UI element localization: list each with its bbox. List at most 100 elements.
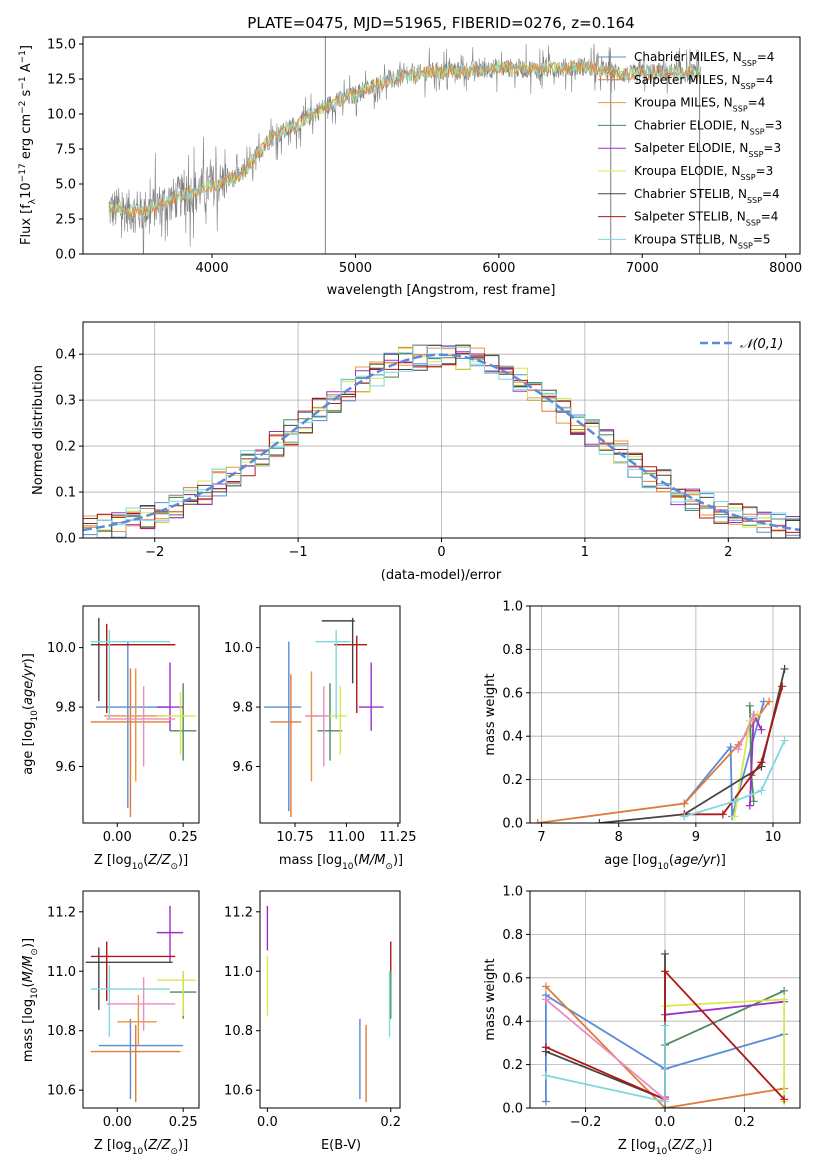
- weight-line: [684, 740, 786, 818]
- y-tick-label: 0.6: [502, 686, 523, 701]
- y-tick-label: 0.0: [502, 1102, 523, 1117]
- legend-label: 𝒩(0,1): [740, 337, 783, 352]
- weight-marker: [745, 801, 754, 810]
- weight-line: [545, 953, 666, 1101]
- axes-frame: [259, 605, 401, 824]
- y-tick-label: 10.0: [224, 641, 253, 656]
- x-tick-label: 0.00: [103, 1115, 132, 1130]
- legend-label: Chabrier MILES, NSSP=4: [634, 50, 774, 68]
- panel-age_vs_z: 0.00 0.25 9.6 9.8 10.0 Z [log10(Z/Z⊙)] age [lo…: [21, 605, 200, 872]
- panel-mass_vs_z: 0.00 0.25 10.6 10.8 11.0 11.2 Z [log10(Z/Z⊙)] m…: [21, 890, 200, 1157]
- x-tick-label: −2: [145, 545, 164, 560]
- x-tick-label: 10.75: [276, 830, 313, 845]
- gaussian-curve: [83, 353, 800, 532]
- weight-marker: [749, 710, 758, 719]
- y-tick-label: 0.4: [502, 730, 523, 745]
- legend: Chabrier MILES, NSSP=4 Salpeter MILES, NS…: [598, 50, 782, 250]
- weight-marker: [757, 758, 766, 767]
- weight-marker: [680, 799, 689, 808]
- y-tick-label: 0.4: [55, 348, 76, 363]
- y-tick-label: 0.0: [502, 817, 523, 832]
- y-tick-label: 7.5: [55, 143, 76, 158]
- weight-marker: [730, 812, 739, 821]
- legend-label: Chabrier STELIB, NSSP=4: [634, 187, 780, 205]
- x-axis-label: (data-model)/error: [381, 568, 502, 583]
- weight-marker: [661, 1095, 669, 1104]
- weight-marker: [780, 995, 789, 1004]
- weight-marker: [661, 1021, 669, 1030]
- x-tick-label: 11.00: [328, 830, 365, 845]
- y-tick-label: 0.2: [502, 773, 523, 788]
- plot-area-age_vs_mass: [264, 617, 384, 818]
- y-tick-label: 12.5: [47, 73, 76, 88]
- weight-marker: [745, 701, 754, 710]
- panel-age_vs_mass: 10.75 11.00 11.25 9.6 9.8 10.0 mass [log10(M/M…: [224, 605, 417, 872]
- y-axis-label: mass [log10(M/M⊙)]: [21, 938, 40, 1062]
- weight-marker: [780, 1095, 789, 1104]
- weight-marker: [541, 1097, 550, 1106]
- weight-marker: [730, 797, 739, 806]
- axes-frame: [82, 890, 200, 1109]
- weight-line: [664, 1000, 785, 1098]
- x-axis-label: E(B-V): [321, 1138, 361, 1153]
- weight-marker: [757, 786, 766, 795]
- weight-line: [664, 998, 785, 1102]
- y-tick-label: 0.2: [55, 440, 76, 455]
- x-axis-label: Z [log10(Z/Z⊙)]: [618, 1138, 712, 1157]
- y-tick-label: 15.0: [47, 38, 76, 53]
- weight-line: [684, 686, 784, 816]
- axes-frame: [529, 605, 801, 824]
- legend-label: Kroupa STELIB, NSSP=5: [634, 232, 771, 250]
- plot-area-age_vs_z: [90, 617, 197, 818]
- x-tick-label: −1: [289, 545, 308, 560]
- x-axis-label: wavelength [Angstrom, rest frame]: [327, 283, 556, 298]
- y-tick-label: 11.0: [47, 965, 76, 980]
- axes-frame: [259, 890, 401, 1109]
- panel-mass_vs_ebv: 0.0 0.2 10.6 10.8 11.0 11.2 E(B-V): [224, 890, 401, 1153]
- x-tick-label: 7000: [626, 261, 659, 276]
- figure-title: PLATE=0475, MJD=51965, FIBERID=0276, z=0…: [247, 14, 634, 32]
- y-tick-label: 0.3: [55, 394, 76, 409]
- model-spectrum: [108, 61, 702, 218]
- weight-marker: [778, 682, 787, 691]
- y-tick-label: 10.6: [47, 1084, 76, 1099]
- y-tick-label: 9.6: [55, 760, 76, 775]
- x-tick-label: 6000: [482, 261, 515, 276]
- weight-line: [737, 714, 755, 750]
- weight-marker: [541, 982, 550, 991]
- x-tick-label: 0.00: [103, 830, 132, 845]
- weight-marker: [541, 1043, 550, 1052]
- x-tick-label: 0.2: [734, 1115, 755, 1130]
- panel-massweight_vs_z: −0.2 0.0 0.2 0.0 0.2 0.4 0.6 0.8 1.0 mass weight Z…: [483, 885, 801, 1157]
- y-tick-label: 0.2: [502, 1058, 523, 1073]
- y-tick-label: 10.8: [47, 1024, 76, 1039]
- x-tick-label: 11.25: [379, 830, 416, 845]
- y-tick-label: 1.0: [502, 885, 523, 900]
- x-tick-label: 8: [615, 830, 623, 845]
- x-tick-label: 0: [437, 545, 445, 560]
- weight-marker: [595, 819, 604, 823]
- y-tick-label: 10.0: [47, 108, 76, 123]
- y-tick-label: 10.8: [224, 1024, 253, 1039]
- panel-spectrum: 4000 5000 6000 7000 8000 0.0 2.5 5.0 7.5 10.0 12.5…: [18, 36, 802, 298]
- panel-massweight_vs_age: 7 8 9 10 0.0 0.2 0.4 0.6 0.8 1.0 mass weight age [l…: [483, 600, 801, 872]
- x-tick-label: 0.25: [169, 1115, 198, 1130]
- plot-area-spectrum: [108, 37, 702, 254]
- weight-marker: [718, 810, 727, 819]
- y-axis-label: age [log10(age/yr)]: [21, 653, 40, 775]
- y-tick-label: 11.0: [224, 965, 253, 980]
- plot-area-mass_vs_ebv: [266, 905, 392, 1103]
- plot-area-massweight_vs_age: [530, 606, 800, 823]
- y-tick-label: 9.8: [232, 701, 253, 716]
- x-tick-label: 0.2: [380, 1115, 401, 1130]
- x-tick-label: 7: [537, 830, 545, 845]
- y-tick-label: 10.0: [47, 641, 76, 656]
- x-axis-label: age [log10(age/yr)]: [604, 853, 726, 872]
- data-spectrum: [108, 43, 702, 254]
- y-tick-label: 0.8: [502, 643, 523, 658]
- weight-marker: [541, 1071, 550, 1080]
- y-axis-label: Flux [fλ10−17 erg cm−2 s−1 A−1]: [18, 45, 38, 245]
- weight-marker: [734, 745, 743, 754]
- weight-line: [545, 985, 785, 1108]
- y-tick-label: 0.1: [55, 486, 76, 501]
